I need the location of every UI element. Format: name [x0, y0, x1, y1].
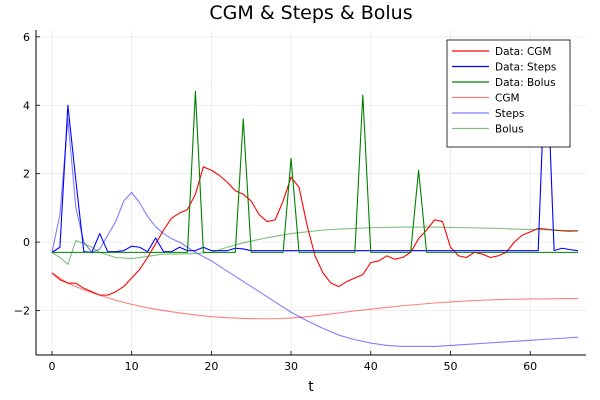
legend: Data: CGM Data: Steps Data: Bolus CGM Steps B… [446, 39, 571, 148]
x-tick-label: 10 [125, 360, 139, 373]
x-tick-label: 50 [443, 360, 457, 373]
y-tick-label: 2 [23, 168, 30, 181]
legend-box [446, 39, 571, 148]
tick-labels: 0 10 20 30 40 50 60 −2 0 2 4 6 [14, 31, 537, 373]
x-axis-title: t [308, 379, 314, 395]
x-tick-label: 60 [523, 360, 537, 373]
legend-label: Bolus [495, 124, 524, 136]
series-layer [51, 39, 579, 348]
series-line-cgm [51, 272, 579, 320]
legend-label: CGM [495, 93, 520, 105]
legend-label: Steps [495, 108, 524, 120]
series-line-data-bolus [51, 91, 579, 253]
y-tick-label: 6 [23, 31, 30, 44]
y-tick-label: 4 [23, 99, 30, 112]
legend-label: Data: CGM [495, 46, 551, 58]
series-line-bolus [51, 226, 579, 265]
legend-label: Data: Steps [495, 62, 556, 74]
series-line-data-cgm [51, 166, 579, 296]
axes [35, 30, 586, 356]
x-tick-label: 30 [284, 360, 298, 373]
y-tick-label: −2 [14, 305, 30, 318]
x-tick-label: 0 [48, 360, 55, 373]
x-tick-label: 20 [204, 360, 218, 373]
y-tick-label: 0 [23, 236, 30, 249]
chart-title: CGM & Steps & Bolus [209, 2, 412, 24]
series-line-steps [51, 118, 579, 348]
series-line-data-steps [51, 39, 579, 253]
legend-label: Data: Bolus [495, 77, 556, 89]
x-tick-label: 40 [364, 360, 378, 373]
